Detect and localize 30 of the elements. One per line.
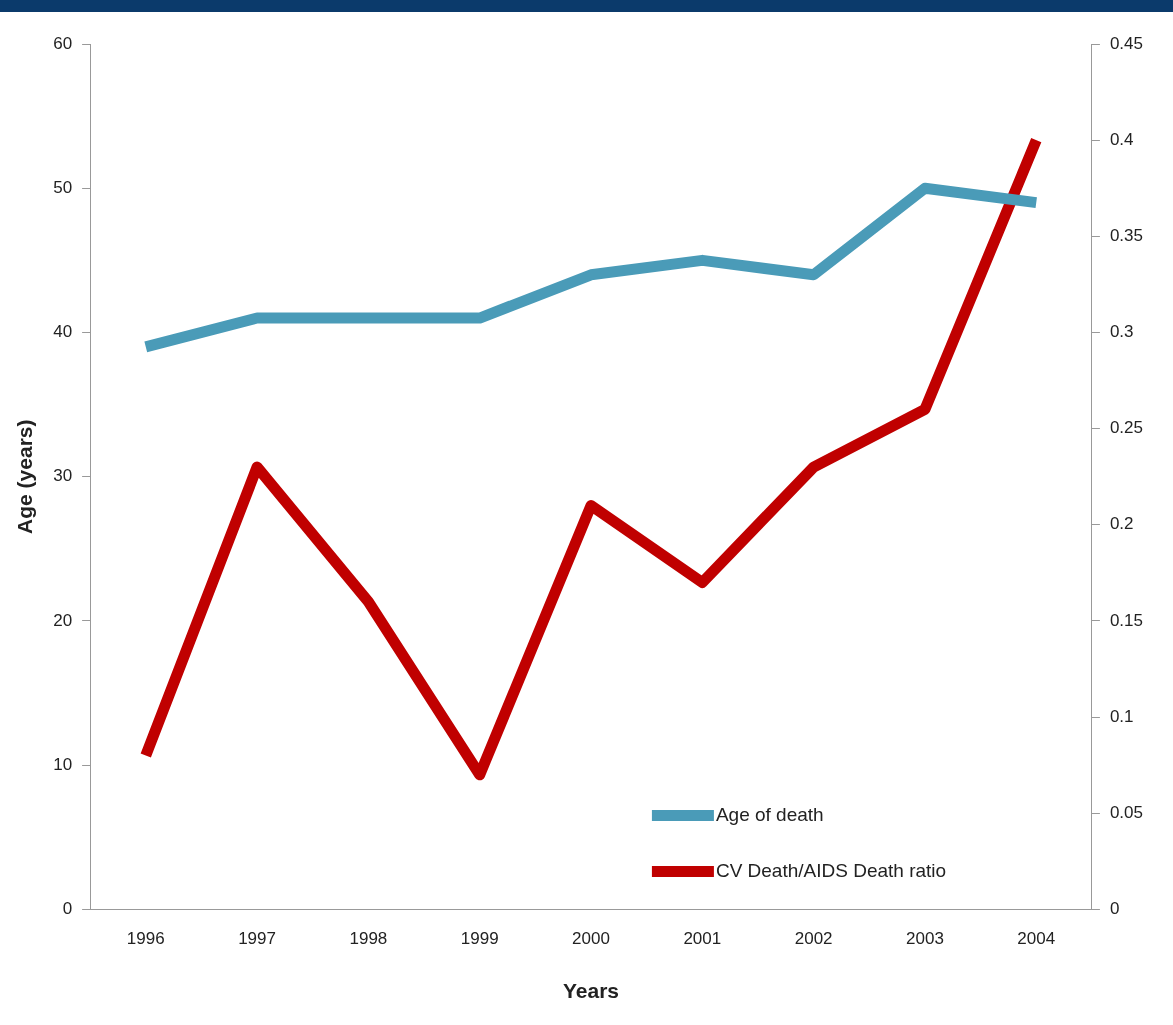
x-tick-label: 1998 — [349, 929, 388, 949]
y-tick-label: 10 — [53, 754, 73, 774]
y2-tick-label: 0.05 — [1109, 802, 1144, 822]
x-tick-label: 2001 — [683, 929, 722, 949]
x-axis-title: Years — [562, 979, 620, 1003]
y2-tick-label: 0 — [1109, 899, 1120, 919]
y2-tick-label: 0.15 — [1109, 610, 1144, 630]
y-tick-label: 50 — [53, 177, 73, 197]
y-tick-label: 40 — [53, 322, 73, 342]
legend-label: CV Death/AIDS Death ratio — [715, 859, 947, 881]
y-axis-title: Age (years) — [13, 419, 37, 534]
x-tick-label: 2000 — [572, 929, 610, 949]
legend-label: Age of death — [715, 803, 824, 825]
y2-tick-label: 0.2 — [1109, 514, 1134, 534]
x-tick-label: 1999 — [460, 929, 499, 949]
y2-tick-label: 0.3 — [1109, 322, 1134, 342]
y-tick-label: 60 — [53, 33, 73, 53]
y2-tick-label: 0.35 — [1109, 226, 1144, 245]
y-tick-label: 0 — [62, 899, 73, 919]
x-tick-label: 2004 — [1017, 929, 1056, 949]
x-tick-label: 2003 — [906, 929, 944, 949]
y2-tick-label: 0.45 — [1109, 33, 1144, 53]
y2-tick-label: 0.4 — [1109, 129, 1134, 149]
y-tick-label: 20 — [53, 610, 73, 630]
y-tick-label: 30 — [53, 466, 73, 486]
y2-tick-label: 0.1 — [1109, 706, 1134, 726]
x-tick-label: 1996 — [126, 929, 165, 949]
x-tick-label: 2002 — [794, 929, 833, 949]
x-tick-label: 1997 — [238, 929, 276, 949]
y2-tick-label: 0.25 — [1109, 418, 1144, 438]
